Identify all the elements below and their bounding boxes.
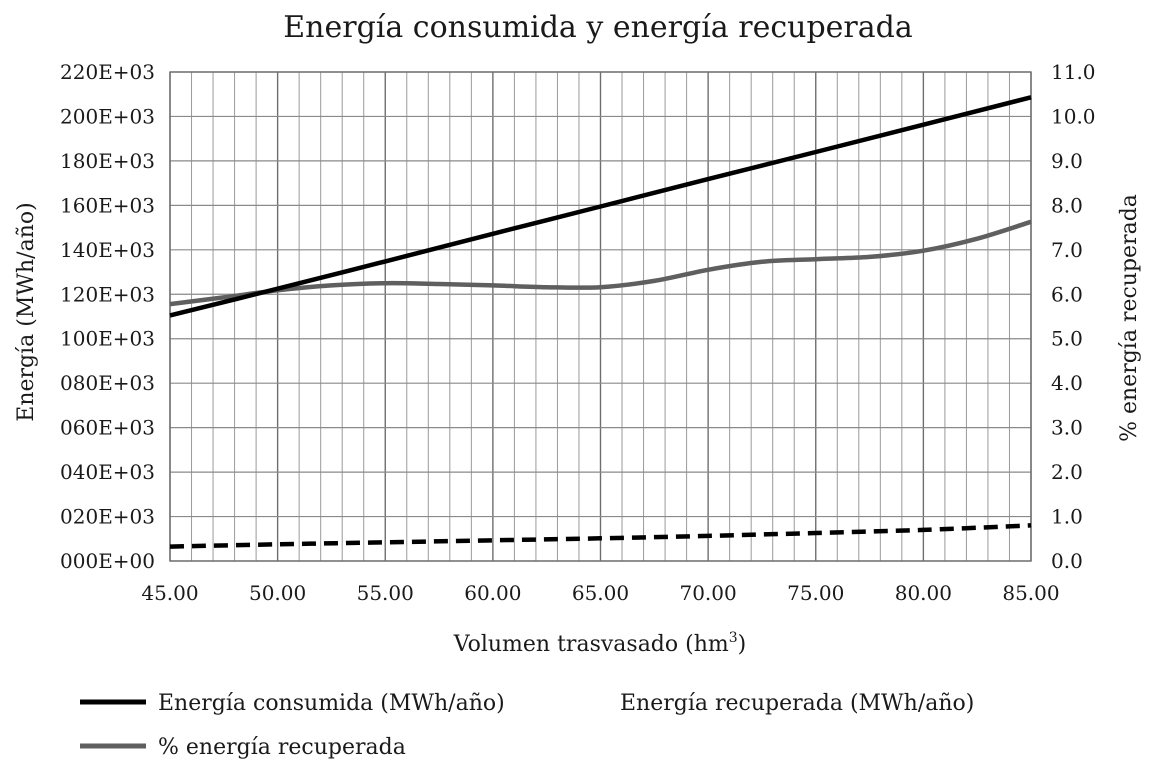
x-tick-label: 60.00 <box>464 581 521 605</box>
x-axis-label: Volumen trasvasado (hm3) <box>453 630 747 657</box>
legend-label-energia-consumida: Energía consumida (MWh/año) <box>158 691 505 716</box>
y-tick-label: 100E+03 <box>60 327 155 351</box>
x-tick-label: 65.00 <box>572 581 629 605</box>
y-tick-label: 120E+03 <box>60 282 155 306</box>
y2-tick-label: 7.0 <box>1051 238 1083 262</box>
x-tick-label: 75.00 <box>787 581 844 605</box>
y-tick-label: 220E+03 <box>60 60 155 84</box>
y2-axis-label: % energía recuperada <box>1117 194 1142 442</box>
y-tick-label: 000E+00 <box>60 549 155 573</box>
series-energia-recuperada <box>169 523 1032 549</box>
x-tick-label: 45.00 <box>141 581 198 605</box>
series-energia-consumida <box>169 95 1032 318</box>
x-tick-label: 80.00 <box>895 581 952 605</box>
series-porcentaje-recuperada <box>169 219 1032 307</box>
y2-tick-label: 6.0 <box>1051 282 1083 306</box>
y-tick-label: 200E+03 <box>60 104 155 128</box>
y-tick-label: 040E+03 <box>60 460 155 484</box>
x-tick-label: 85.00 <box>1002 581 1059 605</box>
x-tick-label: 50.00 <box>249 581 306 605</box>
y-tick-label: 080E+03 <box>60 371 155 395</box>
y-tick-label: 160E+03 <box>60 193 155 217</box>
y2-tick-label: 10.0 <box>1051 104 1096 128</box>
y2-tick-label: 0.0 <box>1051 549 1083 573</box>
x-tick-label: 70.00 <box>679 581 736 605</box>
y2-tick-label: 4.0 <box>1051 371 1083 395</box>
y2-tick-label: 2.0 <box>1051 460 1083 484</box>
y2-tick-label: 1.0 <box>1051 505 1083 529</box>
legend-label-energia-recuperada: Energía recuperada (MWh/año) <box>620 691 974 716</box>
grid-lines <box>169 71 1032 562</box>
x-tick-label: 55.00 <box>357 581 414 605</box>
series-lines <box>169 95 1032 549</box>
legend: Energía consumida (MWh/año) Energía recu… <box>80 691 974 760</box>
y-tick-label: 020E+03 <box>60 505 155 529</box>
y2-tick-label: 11.0 <box>1051 60 1096 84</box>
y2-tick-label: 3.0 <box>1051 416 1083 440</box>
plot-frame <box>169 71 1032 562</box>
chart-title: Energía consumida y energía recuperada <box>283 10 913 45</box>
tick-labels: 45.00 50.00 55.00 60.00 65.00 70.00 75.00 80.00… <box>60 60 1096 605</box>
y-axis-label: Energía (MWh/año) <box>14 202 39 421</box>
y2-tick-label: 5.0 <box>1051 327 1083 351</box>
y-tick-label: 060E+03 <box>60 416 155 440</box>
y2-tick-label: 9.0 <box>1051 149 1083 173</box>
y-tick-label: 180E+03 <box>60 149 155 173</box>
legend-label-porcentaje-recuperada: % energía recuperada <box>158 735 406 760</box>
y2-tick-label: 8.0 <box>1051 193 1083 217</box>
y-tick-label: 140E+03 <box>60 238 155 262</box>
